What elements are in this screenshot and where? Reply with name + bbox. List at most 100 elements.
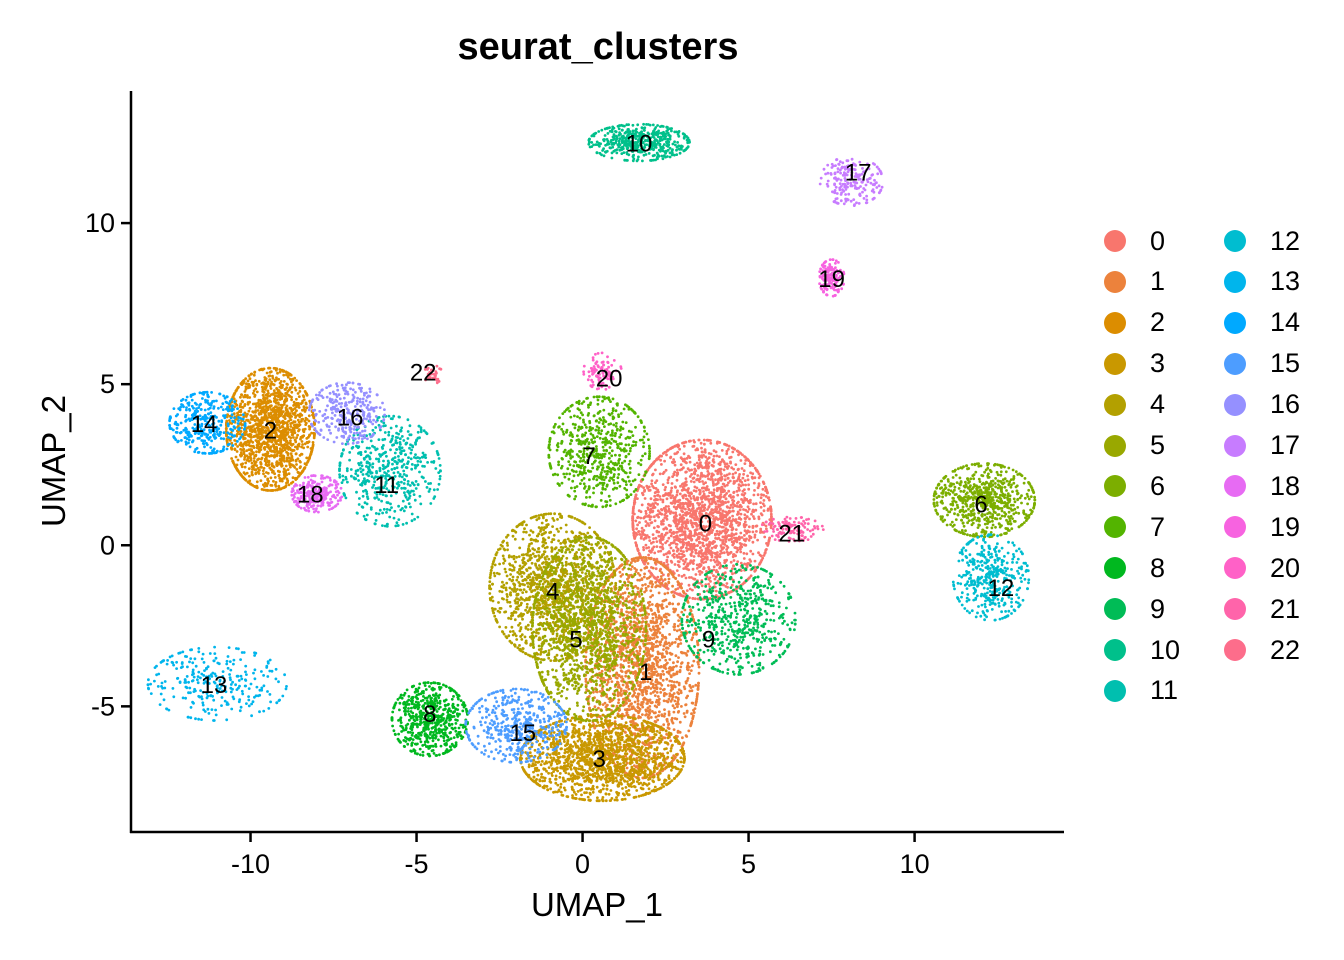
data-point bbox=[636, 558, 640, 562]
data-point bbox=[659, 665, 662, 669]
data-point bbox=[286, 414, 290, 418]
data-point bbox=[650, 482, 653, 486]
data-point bbox=[642, 698, 646, 701]
data-point bbox=[739, 547, 742, 551]
data-point bbox=[721, 514, 724, 518]
data-point bbox=[666, 612, 669, 616]
data-point bbox=[732, 482, 736, 485]
data-point bbox=[654, 501, 657, 505]
data-point bbox=[732, 491, 736, 494]
data-point bbox=[680, 509, 683, 513]
data-point bbox=[617, 701, 620, 705]
data-point bbox=[665, 622, 669, 625]
data-point bbox=[654, 468, 657, 472]
data-point bbox=[289, 459, 293, 462]
data-point bbox=[723, 501, 727, 504]
data-point bbox=[677, 619, 680, 622]
data-point bbox=[725, 522, 729, 526]
data-point bbox=[631, 643, 634, 647]
data-point bbox=[629, 610, 633, 614]
data-point bbox=[690, 638, 694, 642]
data-point bbox=[623, 708, 627, 711]
data-point bbox=[757, 551, 760, 555]
data-point bbox=[253, 395, 257, 398]
data-point bbox=[643, 566, 647, 570]
data-point bbox=[703, 448, 707, 452]
data-point bbox=[644, 520, 648, 523]
data-point bbox=[675, 478, 679, 482]
data-point bbox=[669, 455, 673, 459]
data-point bbox=[600, 669, 604, 673]
data-point bbox=[273, 379, 277, 383]
data-point bbox=[670, 680, 674, 683]
data-point bbox=[660, 714, 664, 718]
data-point bbox=[716, 470, 720, 474]
data-point bbox=[751, 540, 755, 544]
data-point bbox=[295, 463, 298, 466]
data-point bbox=[673, 628, 676, 632]
data-point bbox=[728, 506, 732, 510]
data-point bbox=[706, 520, 710, 523]
data-point bbox=[747, 459, 751, 462]
data-point bbox=[634, 519, 638, 523]
data-point bbox=[636, 587, 640, 590]
data-point bbox=[685, 518, 689, 522]
data-point bbox=[647, 612, 650, 616]
data-point bbox=[743, 562, 746, 566]
data-point bbox=[691, 715, 695, 719]
data-point bbox=[690, 514, 694, 518]
data-point bbox=[753, 476, 757, 480]
data-point bbox=[659, 622, 662, 626]
data-point bbox=[657, 530, 661, 534]
data-point bbox=[645, 692, 648, 696]
data-point bbox=[647, 624, 651, 628]
data-point bbox=[748, 517, 751, 521]
data-point bbox=[625, 636, 629, 639]
data-point bbox=[671, 641, 674, 645]
data-point bbox=[688, 576, 691, 579]
data-point bbox=[712, 454, 716, 458]
data-point bbox=[667, 727, 671, 730]
data-point bbox=[593, 705, 597, 709]
data-point bbox=[677, 552, 681, 556]
data-point bbox=[729, 493, 732, 497]
data-point bbox=[725, 550, 729, 554]
data-point bbox=[715, 529, 719, 533]
data-point bbox=[649, 692, 653, 695]
data-point bbox=[648, 654, 652, 657]
data-point bbox=[735, 489, 739, 493]
data-point bbox=[293, 386, 297, 390]
data-point bbox=[701, 537, 705, 541]
data-point bbox=[707, 550, 711, 554]
data-point bbox=[708, 502, 712, 506]
data-point bbox=[648, 710, 651, 714]
data-point bbox=[690, 473, 693, 476]
data-point bbox=[710, 474, 714, 478]
data-point bbox=[668, 543, 671, 547]
data-point bbox=[676, 624, 680, 628]
data-point bbox=[670, 482, 674, 485]
data-point bbox=[657, 550, 660, 553]
data-point bbox=[769, 508, 773, 511]
data-point bbox=[752, 502, 755, 506]
data-point bbox=[717, 533, 721, 537]
data-point bbox=[731, 567, 734, 571]
data-point bbox=[694, 573, 698, 576]
data-point bbox=[259, 479, 263, 482]
data-point bbox=[714, 589, 718, 593]
data-point bbox=[699, 473, 703, 477]
data-point bbox=[626, 669, 630, 673]
data-point bbox=[745, 537, 748, 541]
data-point bbox=[695, 632, 698, 636]
data-point bbox=[262, 466, 266, 470]
data-point bbox=[671, 687, 675, 691]
data-point bbox=[684, 703, 687, 707]
data-point bbox=[271, 393, 275, 396]
data-point bbox=[645, 546, 648, 550]
data-point bbox=[746, 510, 750, 514]
data-point bbox=[671, 695, 675, 699]
data-point bbox=[655, 631, 659, 635]
data-point bbox=[724, 536, 728, 540]
data-point bbox=[692, 439, 696, 442]
data-point bbox=[736, 510, 740, 514]
